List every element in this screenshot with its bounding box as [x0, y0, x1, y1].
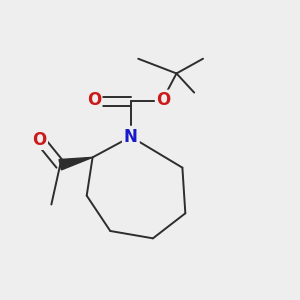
Text: O: O: [156, 91, 170, 109]
Text: O: O: [87, 91, 101, 109]
Polygon shape: [59, 158, 93, 170]
Text: O: O: [32, 131, 47, 149]
Text: N: N: [124, 128, 138, 146]
